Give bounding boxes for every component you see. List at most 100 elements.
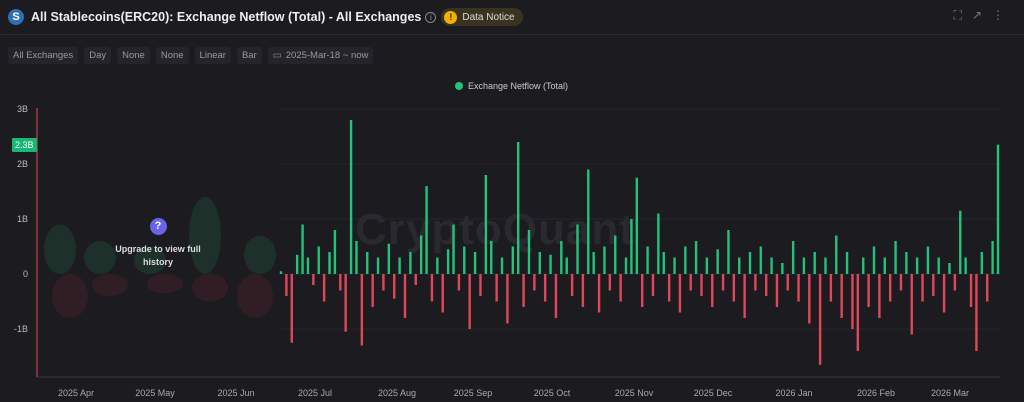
moving-average-select[interactable]: None bbox=[117, 47, 150, 64]
netflow-bar bbox=[463, 246, 466, 274]
exchange-select[interactable]: All Exchanges bbox=[8, 47, 79, 64]
y-tick: 2B bbox=[16, 159, 28, 169]
x-tick: 2025 Sep bbox=[453, 388, 493, 398]
scale-select[interactable]: Linear bbox=[194, 47, 231, 64]
chart-type-select[interactable]: Bar bbox=[236, 47, 262, 64]
y-tick: 3B bbox=[16, 104, 28, 114]
x-tick: 2025 May bbox=[135, 388, 175, 398]
netflow-bar bbox=[657, 213, 660, 274]
y-tick: 0 bbox=[22, 269, 28, 279]
netflow-bar bbox=[808, 274, 811, 324]
netflow-bar bbox=[953, 274, 957, 291]
x-tick: 2025 Jun bbox=[217, 388, 255, 398]
netflow-bar bbox=[646, 246, 649, 274]
more-options-icon[interactable]: ⋮ bbox=[992, 8, 1004, 22]
blurred-bar bbox=[189, 197, 221, 274]
netflow-bar bbox=[932, 274, 935, 296]
netflow-bar bbox=[468, 274, 471, 329]
calendar-icon: ▭ bbox=[272, 50, 282, 61]
netflow-bar bbox=[592, 252, 595, 274]
chart-legend[interactable]: Exchange Netflow (Total) bbox=[455, 81, 568, 91]
upgrade-prompt[interactable]: ? Upgrade to view full history bbox=[108, 218, 208, 269]
netflow-bar bbox=[387, 243, 391, 274]
x-tick: 2025 Jul bbox=[297, 388, 333, 398]
netflow-bar bbox=[430, 274, 434, 302]
netflow-bar bbox=[393, 274, 396, 299]
upgrade-text: Upgrade to view full history bbox=[115, 244, 201, 267]
netflow-bar bbox=[851, 274, 854, 329]
open-external-icon[interactable]: ↗ bbox=[971, 8, 982, 22]
netflow-bar bbox=[279, 271, 283, 274]
y-tick: -1B bbox=[13, 324, 28, 334]
indicator-select[interactable]: None bbox=[155, 47, 189, 64]
legend-label: Exchange Netflow (Total) bbox=[468, 81, 569, 91]
x-tick: 2025 Apr bbox=[57, 388, 95, 398]
netflow-bar bbox=[743, 274, 746, 318]
netflow-bar bbox=[322, 274, 326, 302]
blurred-bar bbox=[84, 241, 116, 274]
netflow-bar bbox=[640, 274, 644, 307]
interval-select[interactable]: Day bbox=[84, 47, 112, 64]
netflow-bar bbox=[355, 241, 358, 274]
netflow-bar bbox=[711, 274, 714, 307]
netflow-bar bbox=[317, 246, 320, 274]
netflow-bar bbox=[446, 249, 450, 274]
netflow-bar bbox=[473, 252, 477, 274]
netflow-bar bbox=[614, 235, 617, 274]
netflow-bar bbox=[948, 263, 951, 274]
netflow-bar bbox=[306, 257, 310, 274]
fullscreen-icon[interactable]: ⛶ bbox=[953, 8, 962, 22]
netflow-bar bbox=[651, 274, 655, 296]
data-notice-button[interactable]: ! Data Notice bbox=[441, 8, 523, 26]
netflow-bar bbox=[543, 274, 547, 302]
netflow-bar bbox=[506, 274, 509, 324]
netflow-bar bbox=[700, 274, 703, 296]
netflow-bar bbox=[738, 257, 741, 274]
netflow-bar bbox=[829, 274, 833, 302]
date-range-picker[interactable]: ▭ 2025-Mar-18 ~ now bbox=[267, 47, 374, 64]
current-value-badge: 2.3B bbox=[12, 138, 37, 152]
netflow-bar bbox=[484, 175, 488, 274]
netflow-bar bbox=[883, 257, 886, 274]
netflow-bar bbox=[522, 274, 525, 307]
netflow-bar bbox=[775, 274, 779, 307]
netflow-bar bbox=[705, 257, 709, 274]
netflow-bar bbox=[942, 274, 946, 313]
netflow-bar bbox=[748, 252, 752, 274]
blurred-bar bbox=[147, 274, 183, 294]
netflow-bar bbox=[991, 241, 994, 274]
x-tick: 2025 Oct bbox=[533, 388, 571, 398]
netflow-bar bbox=[856, 274, 860, 351]
netflow-bar bbox=[996, 144, 1000, 274]
netflow-bar bbox=[565, 257, 568, 274]
netflow-bar bbox=[328, 252, 331, 274]
netflow-bar bbox=[403, 274, 407, 318]
netflow-bar bbox=[986, 274, 989, 302]
netflow-bar bbox=[409, 252, 412, 274]
netflow-bar bbox=[797, 274, 800, 302]
netflow-bar bbox=[862, 257, 865, 274]
netflow-bar bbox=[576, 224, 579, 274]
netflow-bar bbox=[786, 274, 789, 291]
header: S All Stablecoins(ERC20): Exchange Netfl… bbox=[0, 0, 1024, 35]
netflow-bar bbox=[490, 241, 493, 274]
netflow-bar bbox=[754, 274, 757, 291]
netflow-bar bbox=[517, 142, 520, 274]
netflow-bar bbox=[759, 246, 762, 274]
blurred-bar bbox=[134, 246, 166, 274]
netflow-bar bbox=[333, 230, 337, 274]
netflow-bar bbox=[376, 257, 380, 274]
netflow-bar bbox=[619, 274, 622, 302]
netflow-bar bbox=[802, 257, 806, 274]
x-tick: 2026 Feb bbox=[856, 388, 896, 398]
netflow-bar bbox=[921, 274, 924, 302]
info-icon[interactable]: i bbox=[425, 11, 437, 23]
netflow-bar bbox=[441, 274, 444, 313]
netflow-bar bbox=[926, 246, 930, 274]
netflow-bar bbox=[975, 274, 978, 351]
netflow-bar bbox=[781, 263, 784, 274]
netflow-bar bbox=[419, 235, 423, 274]
blurred-bar bbox=[237, 274, 273, 318]
blurred-bar bbox=[92, 274, 128, 296]
